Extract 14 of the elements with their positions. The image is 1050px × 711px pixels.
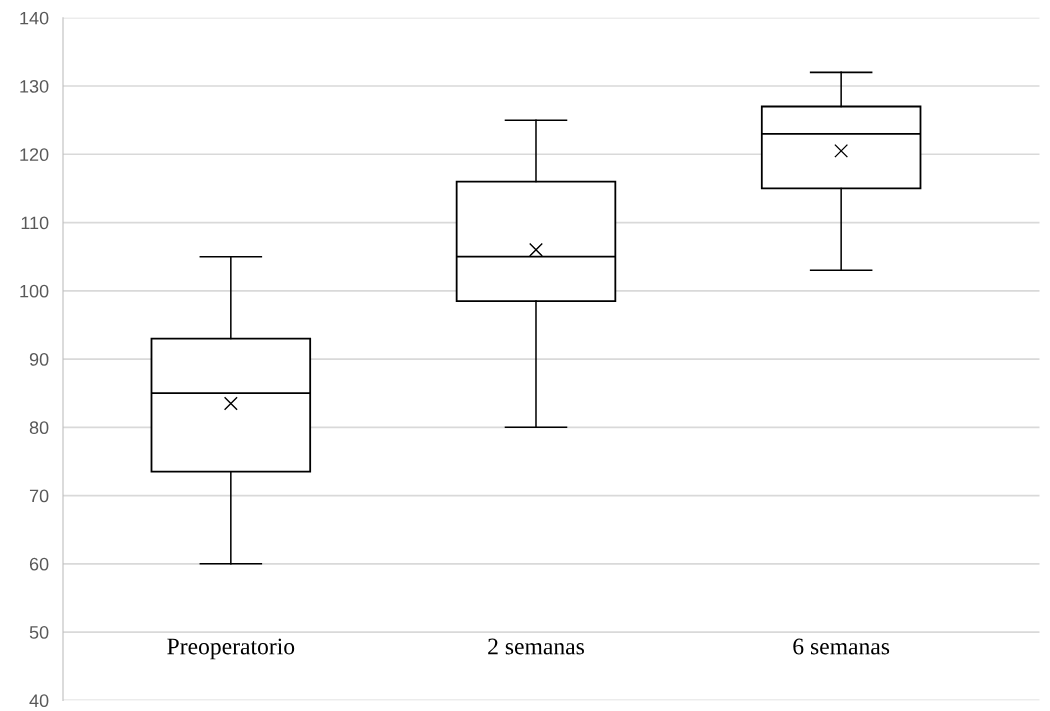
y-tick-label: 90: [29, 352, 49, 366]
y-tick-label: 100: [20, 284, 49, 298]
y-tick-label: 120: [20, 148, 49, 162]
y-tick-label: 50: [29, 626, 49, 639]
y-tick-label: 130: [20, 79, 49, 93]
y-tick-label: 110: [21, 216, 49, 230]
x-tick-label: 2 semanas: [488, 638, 584, 655]
x-tick-label: 6 semanas: [793, 638, 890, 655]
y-tick-label: 80: [29, 421, 49, 435]
y-tick-label: 60: [29, 557, 49, 571]
y-tick-label: 70: [29, 489, 49, 503]
y-tick-label: 140: [20, 11, 49, 25]
x-tick-label: Preoperatorio: [167, 638, 295, 660]
y-tick-label: 40: [29, 694, 49, 708]
